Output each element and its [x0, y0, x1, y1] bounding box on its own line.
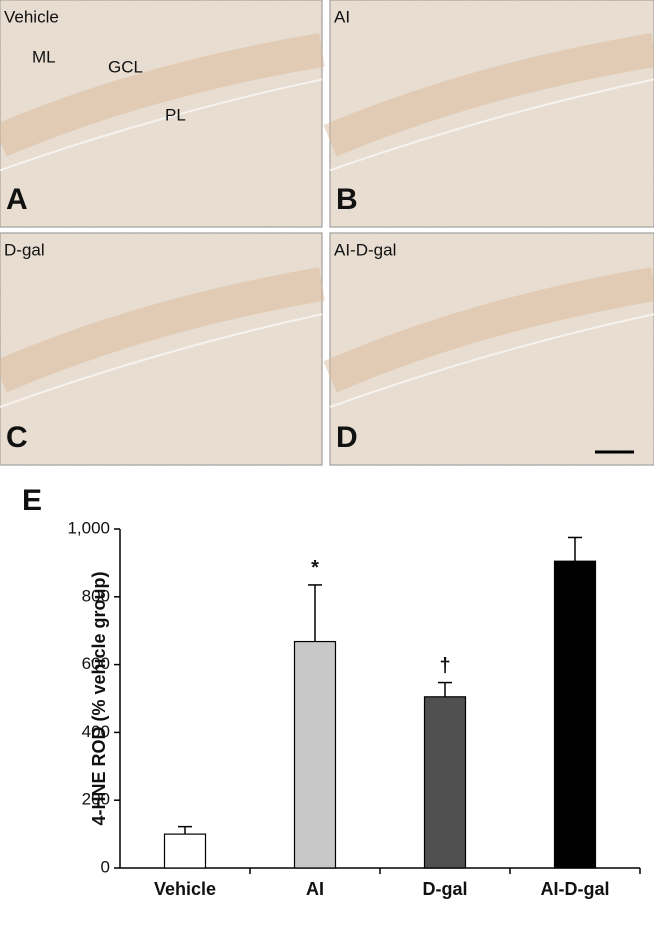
micrograph: Vehicle A ML GCL PL: [0, 0, 325, 228]
cell-layer: [0, 33, 325, 157]
fissure: [0, 78, 323, 172]
x-tick-label: D-gal: [423, 879, 468, 899]
panel-condition: D-gal: [4, 240, 45, 259]
bar: [553, 560, 597, 869]
cell-layer: [323, 33, 654, 157]
y-tick-label: 1,000: [67, 518, 110, 537]
cell-layer: [323, 267, 654, 393]
micrograph: AI-D-gal D: [323, 232, 654, 466]
panel-letter: E: [22, 484, 42, 517]
y-tick-label: 200: [82, 790, 110, 809]
bar: [163, 833, 207, 869]
panel-letter: A: [6, 183, 28, 216]
x-tick-label: AI: [306, 879, 324, 899]
y-tick-label: 600: [82, 654, 110, 673]
micrograph-texture: [0, 0, 322, 227]
panel-letter: D: [336, 421, 358, 454]
panel-letter: C: [6, 421, 28, 454]
micrograph-texture: [330, 0, 654, 227]
panel-letter: B: [336, 183, 358, 216]
x-tick-label: AI-D-gal: [541, 879, 610, 899]
y-axis-label: 4-HNE ROD (% vehicle group): [89, 571, 109, 825]
x-tick-label: Vehicle: [154, 879, 216, 899]
layer-label: PL: [165, 105, 186, 124]
micrograph-texture: [330, 233, 654, 465]
bar: [423, 696, 467, 869]
layer-label: ML: [32, 47, 56, 66]
significance-mark: †: [439, 655, 450, 677]
cell-layer: [0, 267, 325, 393]
fissure: [0, 313, 323, 408]
fissure: [329, 78, 654, 172]
layer-label: GCL: [108, 57, 143, 76]
micrograph: D-gal C: [0, 232, 325, 466]
bar: [293, 640, 337, 869]
micrograph-texture: [0, 233, 322, 465]
y-tick-label: 400: [82, 722, 110, 741]
significance-mark: *: [311, 557, 319, 579]
fissure: [329, 313, 654, 408]
panel-condition: Vehicle: [4, 7, 59, 26]
y-tick-label: 800: [82, 586, 110, 605]
y-tick-label: 0: [101, 857, 110, 876]
panel-condition: AI-D-gal: [334, 240, 396, 259]
micrograph: AI B: [323, 0, 654, 228]
panel-condition: AI: [334, 7, 350, 26]
